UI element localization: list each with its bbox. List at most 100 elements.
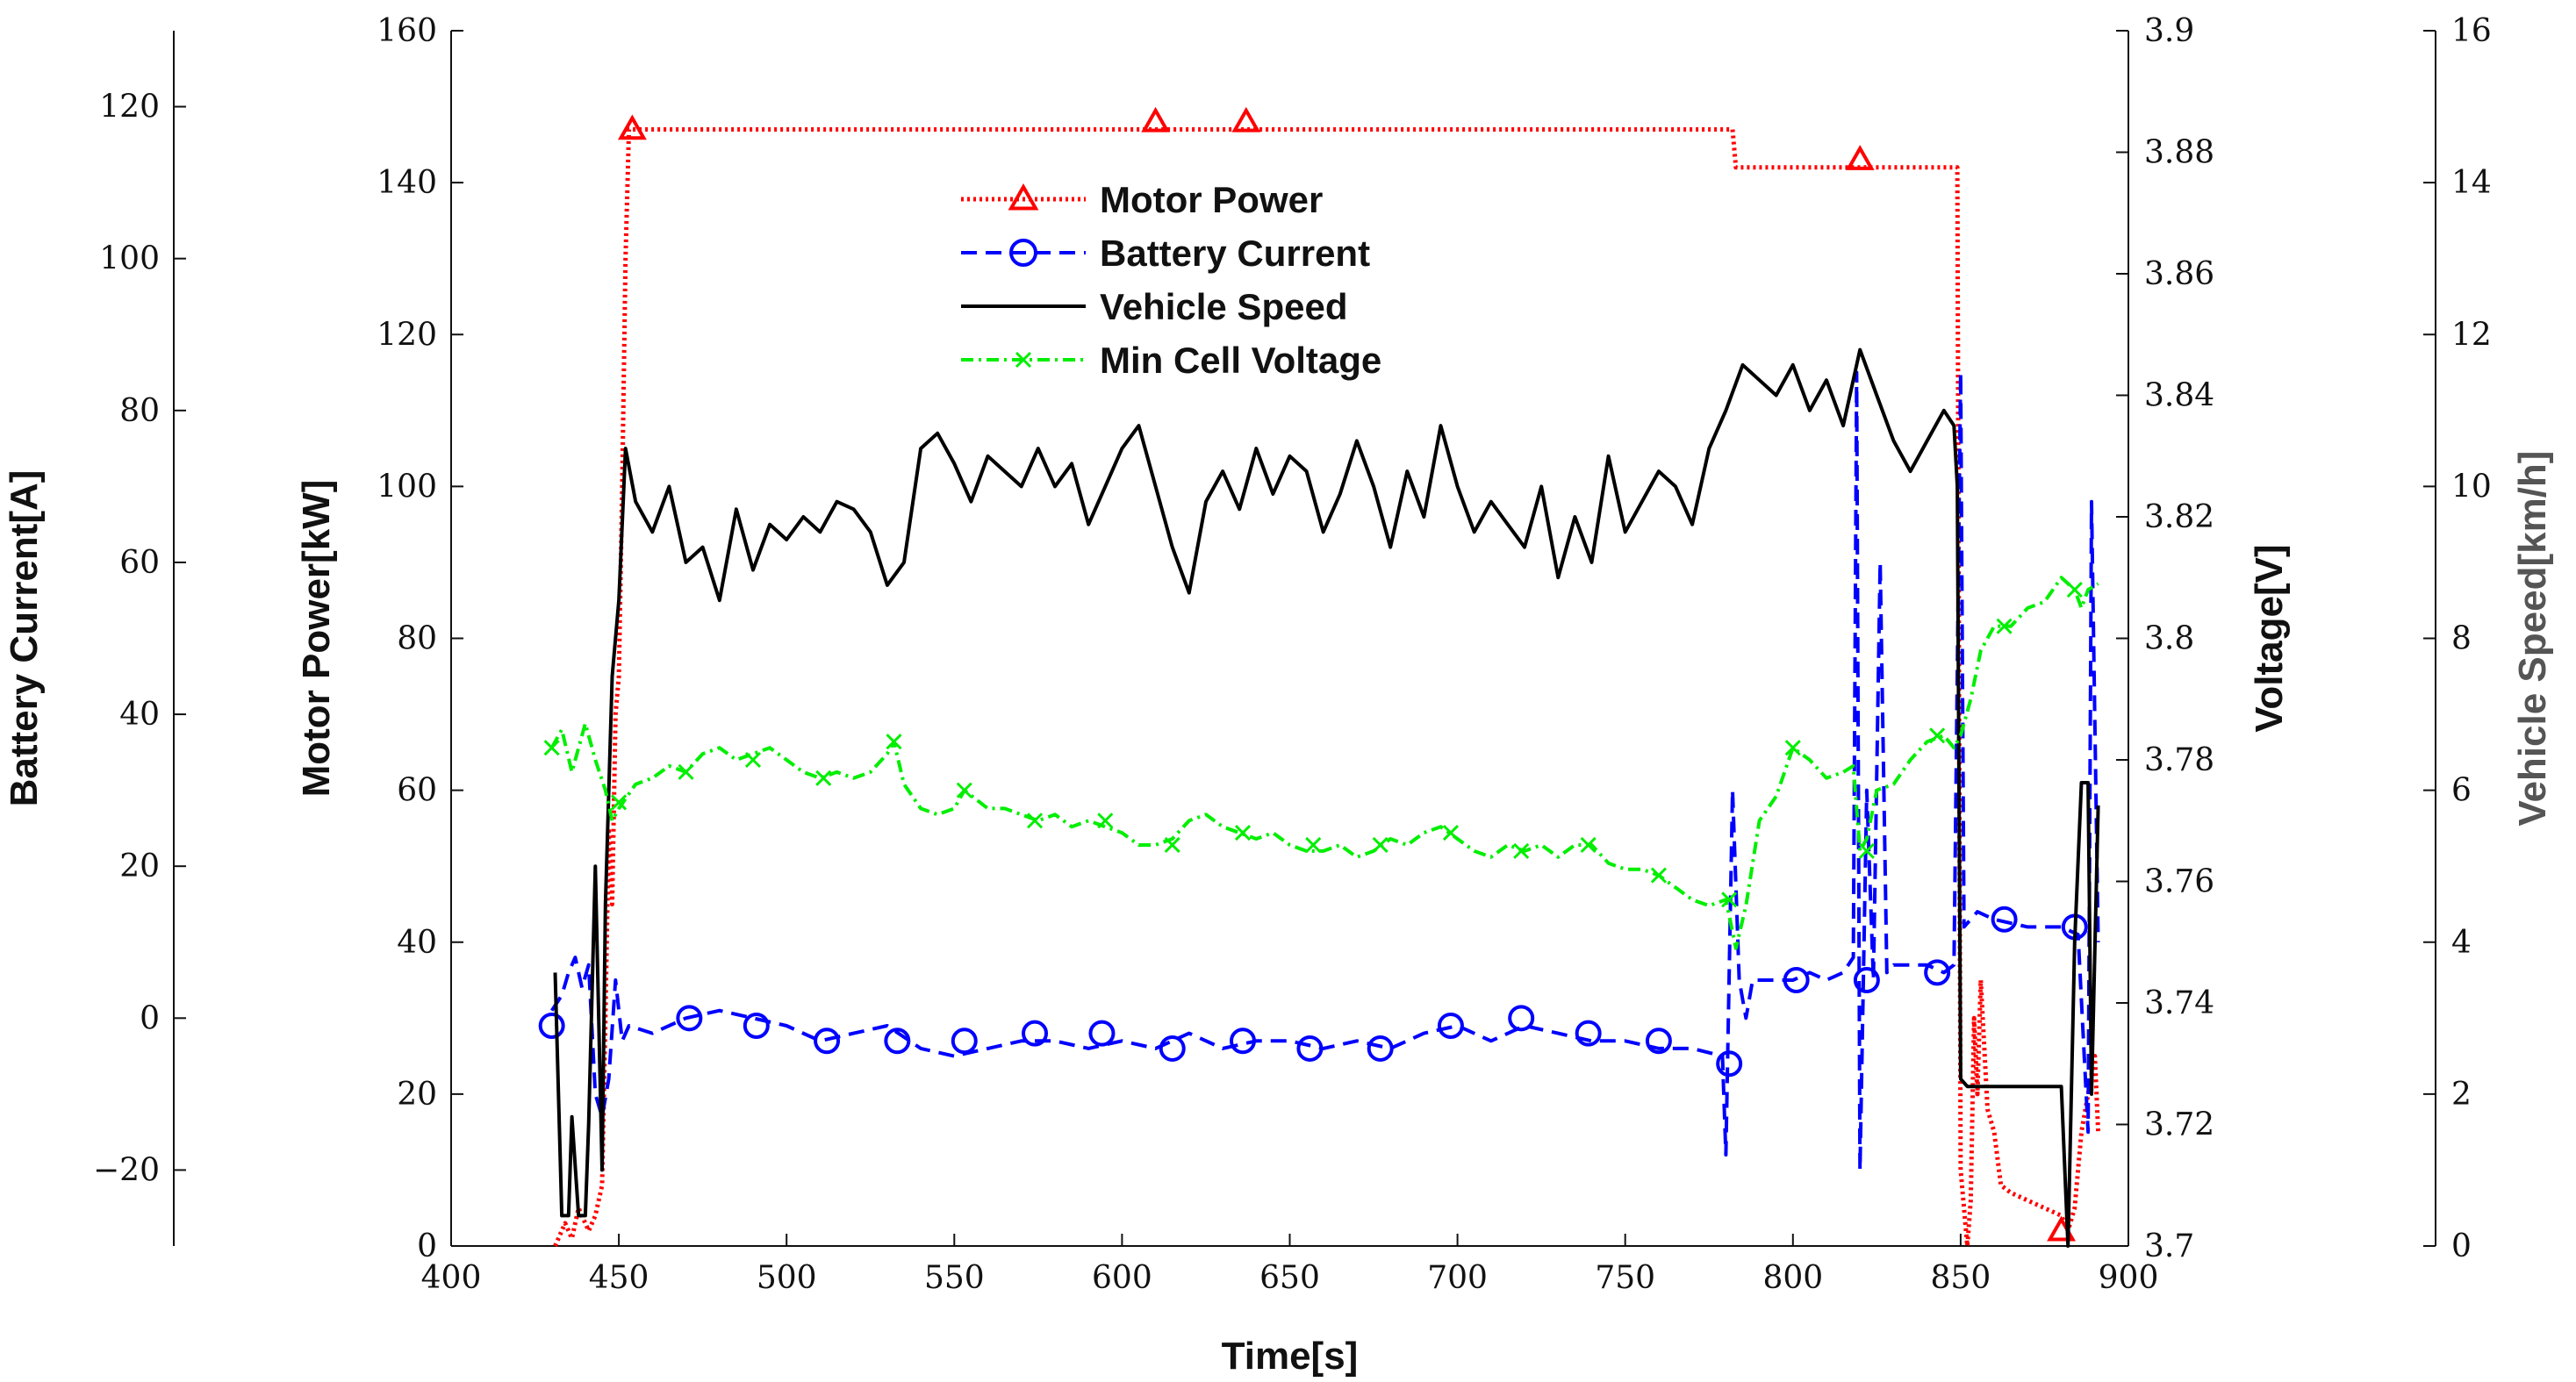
voltage-tick-label: 3.9: [2144, 13, 2194, 49]
battery_current-tick-label: −20: [93, 1152, 160, 1188]
battery-current-marker: [1296, 1035, 1324, 1062]
motor_power-tick-label: 140: [377, 165, 437, 201]
voltage-tick-label: 3.86: [2144, 256, 2214, 292]
min-cell-voltage-marker: [1097, 813, 1114, 829]
min-cell-voltage-marker: [1996, 618, 2013, 634]
x-tick-label: 450: [589, 1260, 649, 1296]
motor_power-tick-label: 0: [417, 1228, 437, 1264]
vehicle_speed-tick-label: 8: [2451, 621, 2472, 657]
min-cell-voltage-marker: [678, 763, 694, 780]
vehicle-speed-series: [553, 347, 2100, 1248]
motor-power-series: [553, 106, 2101, 1249]
battery-current-marker: [1783, 967, 1810, 994]
voltage-tick-label: 3.7: [2144, 1228, 2194, 1264]
battery-current-marker: [884, 1028, 911, 1055]
min-cell-voltage-marker: [956, 782, 972, 798]
x-tick-label: 650: [1259, 1260, 1320, 1296]
legend-marker: [1008, 183, 1039, 211]
voltage-tick-label: 3.84: [2144, 378, 2214, 414]
vehicle_speed-tick-label: 0: [2451, 1228, 2472, 1264]
battery_current-tick-label: 40: [119, 697, 160, 733]
vehicle_speed-axis-title: Vehicle Speed[km/h]: [2511, 451, 2554, 827]
battery-current-marker: [1645, 1028, 1672, 1055]
motor_power-tick-label: 60: [397, 773, 437, 809]
min-cell-voltage-line: [549, 576, 2099, 950]
voltage-tick-label: 3.78: [2144, 742, 2214, 778]
vehicle_speed-tick-label: 6: [2451, 773, 2472, 809]
battery_current-tick-label: 100: [99, 241, 160, 277]
vehicle_speed-tick-label: 16: [2451, 13, 2492, 49]
legend-label: Battery Current: [1100, 233, 1370, 274]
vehicle_speed-tick-label: 10: [2451, 469, 2492, 505]
battery_current-tick-label: 0: [140, 1000, 160, 1036]
battery-current-marker: [743, 1012, 770, 1039]
battery-current-marker: [1508, 1005, 1535, 1032]
x-tick-label: 900: [2099, 1260, 2159, 1296]
vehicle-speed-line: [553, 347, 2100, 1248]
battery-current-marker: [1716, 1050, 1743, 1078]
motor_power-axis-title: Motor Power[kW]: [295, 480, 338, 798]
min-cell-voltage-marker: [1858, 842, 1875, 859]
x-tick-label: 850: [1931, 1260, 1991, 1296]
motor-power-line: [553, 127, 2101, 1249]
x-tick-label: 750: [1595, 1260, 1655, 1296]
min-cell-voltage-marker: [1442, 825, 1460, 841]
min-cell-voltage-marker: [1513, 842, 1530, 859]
legend-marker: [1009, 239, 1037, 267]
motor-power-marker: [617, 114, 647, 140]
min-cell-voltage-marker: [1305, 836, 1322, 854]
x-tick-label: 700: [1427, 1260, 1488, 1296]
min-cell-voltage-marker: [1650, 867, 1667, 884]
motor_power-tick-label: 100: [377, 469, 437, 505]
vehicle_speed-tick-label: 4: [2451, 925, 2472, 961]
legend-marker: [1015, 351, 1032, 369]
voltage-tick-label: 3.76: [2144, 864, 2214, 900]
vehicle_speed-tick-label: 12: [2451, 317, 2492, 353]
voltage-tick-label: 3.72: [2144, 1107, 2214, 1143]
x-tick-label: 500: [757, 1260, 817, 1296]
min-cell-voltage-marker: [2066, 582, 2083, 598]
battery-current-marker: [1022, 1020, 1049, 1047]
legend-entry-battery-current: Battery Current: [961, 233, 1370, 274]
legend-entry-motor-power: Motor Power: [961, 179, 1323, 220]
min-cell-voltage-marker: [611, 794, 628, 811]
min-cell-voltage-marker: [1929, 727, 1946, 744]
motor_power-tick-label: 120: [377, 317, 437, 353]
voltage-tick-label: 3.82: [2144, 499, 2214, 535]
battery-current-marker: [1229, 1028, 1256, 1055]
voltage-tick-label: 3.88: [2144, 135, 2214, 171]
battery_current-axis-title: Battery Current[A]: [3, 470, 46, 807]
motor-power-marker: [1845, 145, 1875, 170]
motor_power-tick-label: 80: [397, 621, 437, 657]
motor-power-marker: [1231, 106, 1261, 132]
battery-current-marker: [814, 1028, 841, 1055]
motor_power-tick-label: 160: [377, 13, 437, 49]
battery-current-marker: [1159, 1035, 1186, 1062]
min-cell-voltage-marker: [543, 740, 560, 756]
battery-current-marker: [1924, 959, 1951, 986]
battery-current-marker: [1437, 1012, 1464, 1039]
battery_current-tick-label: 60: [119, 545, 160, 581]
min-cell-voltage-marker: [744, 751, 762, 769]
battery-current-marker: [951, 1028, 978, 1055]
voltage-tick-label: 3.8: [2144, 621, 2194, 657]
min-cell-voltage-marker: [1164, 836, 1180, 854]
min-cell-voltage-marker: [1372, 836, 1388, 854]
motor_power-tick-label: 40: [397, 925, 437, 961]
min-cell-voltage-marker: [1580, 836, 1597, 854]
legend: Motor Power Battery Current Vehicle Speed M…: [961, 179, 1381, 381]
legend-entry-vehicle-speed: Vehicle Speed: [961, 286, 1347, 327]
vehicle_speed-tick-label: 2: [2451, 1077, 2472, 1113]
battery_current-tick-label: 80: [119, 393, 160, 429]
min-cell-voltage-marker: [1784, 740, 1801, 756]
min-cell-voltage-marker: [1721, 891, 1738, 908]
battery-current-marker: [1853, 967, 1880, 994]
min-cell-voltage-marker: [815, 770, 832, 786]
battery-current-marker: [1367, 1035, 1394, 1062]
battery-current-marker: [538, 1012, 565, 1039]
battery-current-series: [538, 370, 2100, 1172]
motor-power-marker: [1141, 106, 1171, 132]
x-tick-label: 550: [924, 1260, 985, 1296]
min-cell-voltage-marker: [886, 734, 902, 750]
vehicle_speed-tick-label: 14: [2451, 165, 2492, 201]
